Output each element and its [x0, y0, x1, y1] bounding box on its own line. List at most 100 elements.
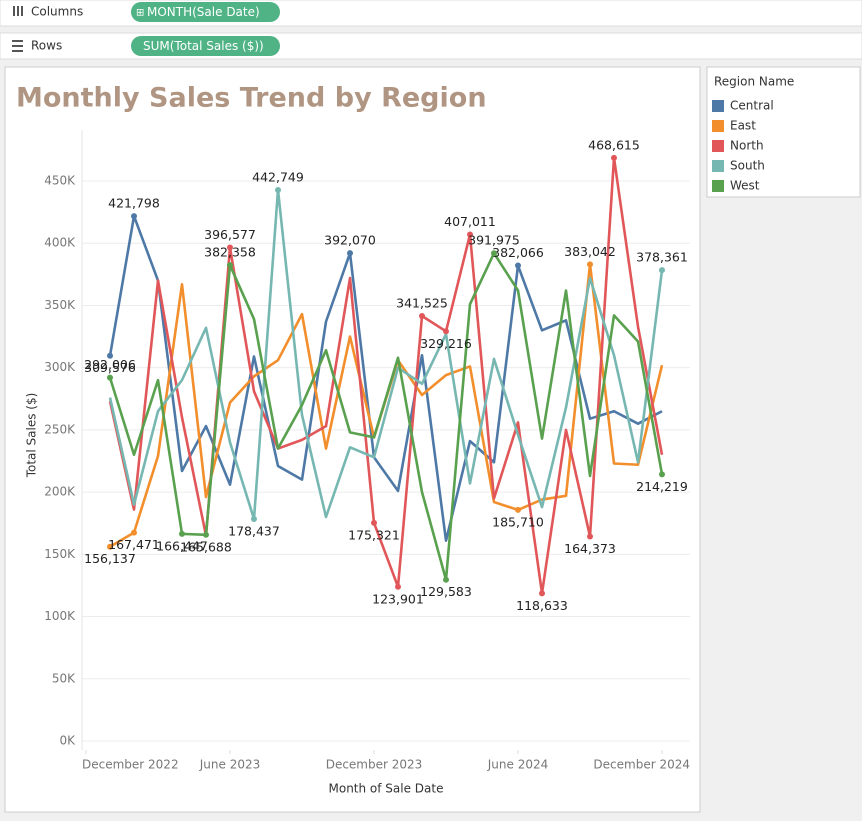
- data-label: 175,321: [348, 527, 400, 542]
- point: [491, 250, 497, 257]
- point: [611, 154, 617, 161]
- series-line: [108, 251, 664, 582]
- data-label: 164,373: [564, 541, 616, 556]
- pill-plus: ⊞: [136, 8, 144, 19]
- point: [659, 471, 665, 478]
- point: [107, 543, 113, 550]
- y-tick-label: 450K: [44, 174, 76, 188]
- series-line: [108, 156, 664, 595]
- legend-title: Region Name: [714, 75, 794, 89]
- y-tick-label: 150K: [44, 547, 76, 561]
- x-tick-label: June 2024: [487, 758, 549, 772]
- point: [587, 261, 593, 268]
- y-tick-label: 0K: [59, 734, 76, 748]
- point: [203, 531, 209, 538]
- columns-shelf: [0, 0, 862, 27]
- legend-label: South: [730, 159, 765, 173]
- rows-label: Rows: [31, 39, 62, 53]
- point: [419, 312, 425, 319]
- data-label: 378,361: [636, 250, 688, 265]
- rows-icon: [12, 40, 23, 52]
- rows-shelf: [0, 32, 862, 60]
- data-label: 123,901: [372, 591, 424, 606]
- data-label: 468,615: [588, 137, 640, 152]
- point: [227, 262, 233, 269]
- rows-pill-text[interactable]: SUM(Total Sales ($)): [143, 39, 264, 53]
- point: [515, 506, 521, 513]
- data-label: 178,437: [228, 523, 280, 538]
- data-label: 442,749: [252, 170, 304, 185]
- rows-pill[interactable]: [131, 36, 280, 56]
- data-label: 167,471: [108, 537, 160, 552]
- data-label: 392,070: [324, 233, 376, 248]
- columns-pill[interactable]: [131, 2, 280, 22]
- data-label: 118,633: [516, 598, 568, 613]
- data-label: 156,137: [84, 551, 136, 566]
- point: [515, 262, 521, 269]
- data-label: 292,006: [84, 357, 136, 372]
- data-label: 166,447: [156, 538, 208, 553]
- point: [587, 533, 593, 540]
- legend-box: [706, 66, 861, 198]
- point: [539, 590, 545, 597]
- point: [131, 529, 137, 536]
- data-label: 382,358: [204, 245, 256, 260]
- x-tick-label: June 2023: [199, 758, 261, 772]
- point: [659, 267, 665, 274]
- data-label: 129,583: [420, 584, 472, 599]
- data-label: 382,066: [492, 245, 544, 260]
- point: [395, 583, 401, 590]
- data-label: 421,798: [108, 196, 160, 211]
- y-tick-label: 50K: [52, 671, 76, 685]
- data-label: 165,688: [180, 539, 232, 554]
- data-label: 329,216: [420, 336, 472, 351]
- columns-icon: [13, 6, 23, 16]
- legend-swatch: [712, 140, 724, 152]
- legend-swatch: [712, 180, 724, 192]
- x-tick-label: December 2023: [326, 758, 423, 772]
- point: [443, 328, 449, 335]
- y-axis-title: Total Sales ($): [25, 393, 39, 479]
- columns-pill-text[interactable]: MONTH(Sale Date): [147, 5, 260, 19]
- data-label: 341,525: [396, 295, 448, 310]
- y-tick-label: 100K: [44, 609, 76, 623]
- point: [131, 213, 137, 220]
- y-tick-label: 350K: [44, 298, 76, 312]
- point: [371, 519, 377, 526]
- point: [251, 515, 257, 522]
- data-label: 396,577: [204, 227, 256, 242]
- y-tick-label: 250K: [44, 422, 76, 436]
- legend-swatch: [712, 120, 724, 132]
- point: [275, 187, 281, 194]
- point: [443, 576, 449, 583]
- x-axis-title: Month of Sale Date: [329, 782, 444, 796]
- point: [107, 352, 113, 359]
- legend-label: Central: [730, 99, 774, 113]
- x-tick-label: December 2024: [593, 758, 690, 772]
- series-line: [108, 214, 663, 542]
- legend-swatch: [712, 160, 724, 172]
- y-tick-label: 400K: [44, 236, 76, 250]
- legend-label: North: [730, 139, 764, 153]
- legend-swatch: [712, 100, 724, 112]
- data-label: 407,011: [444, 214, 496, 229]
- series-line: [108, 188, 664, 521]
- point: [467, 231, 473, 238]
- data-label: 185,710: [492, 514, 544, 529]
- data-label: 383,042: [564, 244, 616, 259]
- legend-label: East: [730, 119, 756, 133]
- y-tick-label: 200K: [44, 485, 76, 499]
- data-label: 309,576: [84, 360, 136, 375]
- columns-label: Columns: [31, 5, 83, 19]
- point: [107, 374, 113, 381]
- point: [227, 244, 233, 251]
- legend-label: West: [730, 179, 760, 193]
- y-tick-label: 300K: [44, 360, 76, 374]
- data-label: 391,975: [468, 233, 520, 248]
- data-label: 214,219: [636, 479, 688, 494]
- chart-title: Monthly Sales Trend by Region: [16, 83, 487, 114]
- x-tick-label: December 2022: [82, 758, 179, 772]
- point: [347, 250, 353, 257]
